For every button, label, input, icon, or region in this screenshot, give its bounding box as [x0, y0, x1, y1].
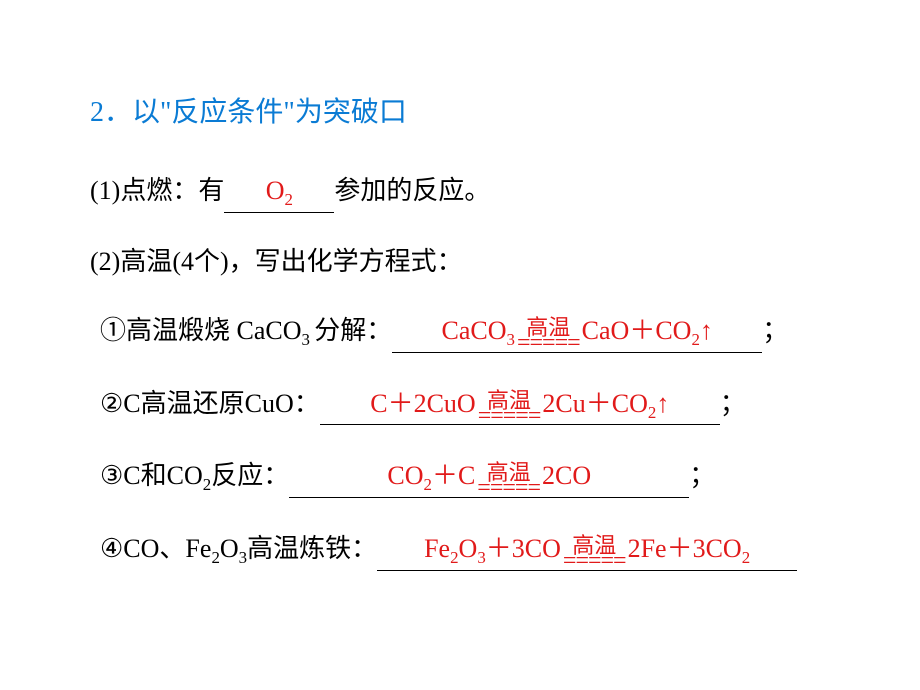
sub-1: ①高温煅烧 CaCO3 分解： CaCO3高温=====CaO＋CO2↑ ；: [90, 310, 850, 353]
sub-2-blank: C＋2CuO高温=====2Cu＋CO2↑: [320, 383, 720, 426]
equals-bar: =====: [478, 410, 541, 422]
item-1-answer: O2: [266, 176, 293, 205]
sub-3-rhs: 2CO: [542, 461, 591, 490]
sub-3-blank: CO2＋C高温=====2CO: [289, 455, 689, 498]
sub-2-prefix: ②C高温还原CuO：: [100, 389, 320, 418]
sub-3-equation: CO2＋C高温=====2CO: [387, 461, 591, 490]
equals-bar: =====: [517, 337, 580, 349]
section-heading: 2．以"反应条件"为突破口: [90, 90, 850, 130]
sub-1-blank: CaCO3高温=====CaO＋CO2↑: [392, 310, 762, 353]
equals-condition-icon: 高温=====: [517, 317, 580, 349]
sub-1-suffix: ；: [762, 316, 788, 345]
sub-2-lhs: C＋2CuO: [370, 389, 475, 418]
sub-2-equation: C＋2CuO高温=====2Cu＋CO2↑: [370, 389, 669, 418]
slide-content: 2．以"反应条件"为突破口 (1)点燃：有 O2 参加的反应。 (2)高温(4个)，…: [0, 0, 920, 571]
sub-4-rhs: 2Fe＋3CO2: [628, 534, 751, 563]
sub-4-equation: Fe2O3＋3CO高温=====2Fe＋3CO2: [424, 534, 750, 563]
equals-condition-icon: 高温=====: [477, 462, 540, 494]
sub-1-rhs: CaO＋CO2↑: [582, 316, 713, 345]
equals-bar: =====: [477, 482, 540, 494]
sub-1-equation: CaCO3高温=====CaO＋CO2↑: [442, 316, 713, 345]
equals-bar: =====: [563, 555, 626, 567]
sub-3-prefix: ③C和CO2反应：: [100, 461, 289, 490]
sub-4-lhs: Fe2O3＋3CO: [424, 534, 561, 563]
sub-4: ④CO、Fe2O3高温炼铁： Fe2O3＋3CO高温=====2Fe＋3CO2: [90, 528, 850, 571]
item-1-prefix: (1)点燃：有: [90, 176, 224, 205]
item-1-suffix: 参加的反应。: [334, 176, 490, 205]
sub-2-suffix: ；: [720, 389, 746, 418]
sub-3: ③C和CO2反应： CO2＋C高温=====2CO ；: [90, 455, 850, 498]
sub-1-prefix: ①高温煅烧 CaCO3 分解：: [100, 316, 392, 345]
sub-1-lhs: CaCO3: [442, 316, 515, 345]
item-2-intro: (2)高温(4个)，写出化学方程式：: [90, 241, 850, 283]
sub-4-blank: Fe2O3＋3CO高温=====2Fe＋3CO2: [377, 528, 797, 571]
item-1-blank: O2: [224, 170, 334, 213]
sub-3-lhs: CO2＋C: [387, 461, 475, 490]
item-1: (1)点燃：有 O2 参加的反应。: [90, 170, 850, 213]
sub-2-rhs: 2Cu＋CO2↑: [542, 389, 669, 418]
sub-2: ②C高温还原CuO： C＋2CuO高温=====2Cu＋CO2↑ ；: [90, 383, 850, 426]
sub-4-prefix: ④CO、Fe2O3高温炼铁：: [100, 534, 377, 563]
equals-condition-icon: 高温=====: [563, 535, 626, 567]
equals-condition-icon: 高温=====: [478, 390, 541, 422]
sub-3-suffix: ；: [689, 461, 715, 490]
